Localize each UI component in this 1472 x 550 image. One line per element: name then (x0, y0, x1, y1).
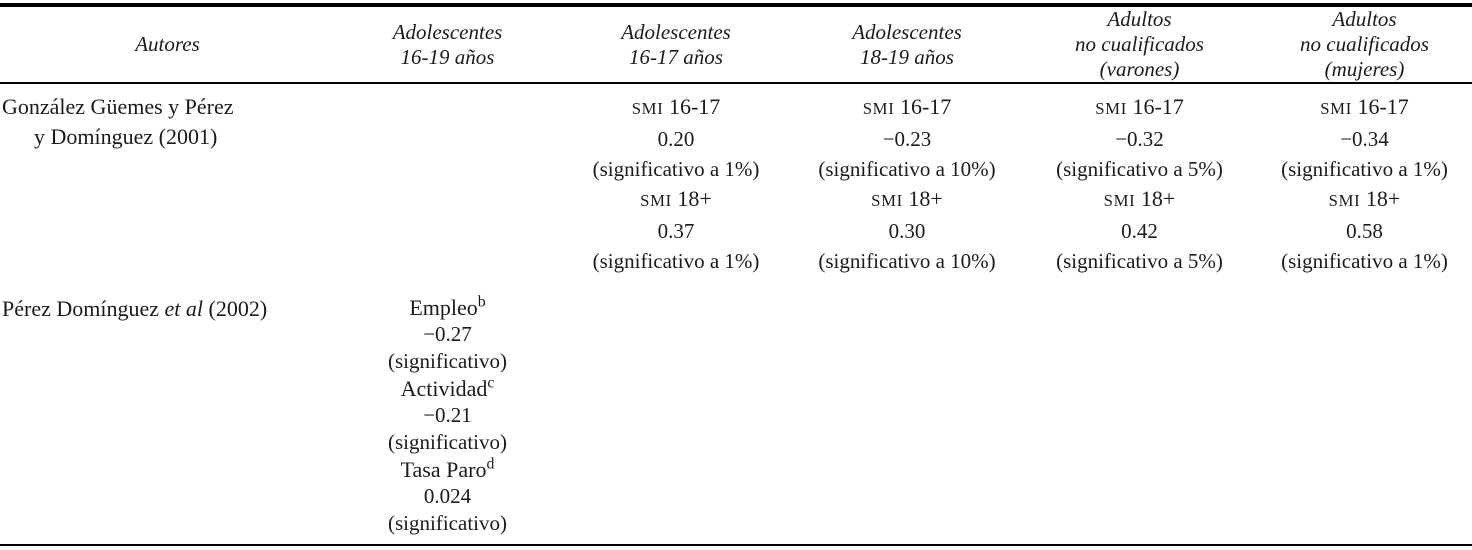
header-line: no cualificados (1300, 32, 1429, 56)
smi-abbrev: SMI (631, 99, 664, 118)
significance-note: (significativo a 5%) (1056, 249, 1223, 273)
coefficient-value: −0.23 (882, 127, 932, 151)
measure-label: SMI 16-17 (796, 92, 1018, 124)
smi-abbrev: SMI (1095, 99, 1127, 118)
header-line: (mujeres) (1324, 57, 1405, 81)
measure-range: 18+ (671, 186, 712, 211)
measure-range: 18+ (1360, 186, 1401, 211)
measure-range: 18+ (1135, 186, 1176, 211)
measure-label: SMI 16-17 (564, 92, 788, 124)
header-line: Adultos (1107, 7, 1172, 31)
measure-range: 16-17 (1351, 94, 1409, 119)
smi-abbrev: SMI (640, 191, 672, 210)
header-line: Adultos (1332, 7, 1397, 31)
header-line: 16-19 años (400, 44, 495, 69)
measure-range: 16-17 (894, 94, 952, 119)
author-name: Pérez Domínguez et al (2002) (2, 296, 268, 321)
author-cell: Pérez Domínguez et al (2002) (0, 286, 335, 545)
measure-label: SMI 18+ (1261, 184, 1468, 216)
table-row-perez-dominguez: Pérez Domínguez et al (2002) Empleob −0.… (0, 286, 1472, 545)
measure-label: SMI 18+ (564, 184, 788, 216)
significance-note: (significativo a 1%) (1281, 157, 1448, 181)
significance-note: (significativo) (388, 511, 507, 535)
measure-range: 16-17 (663, 94, 721, 119)
result-cell-adolescentes-18-19-empty (792, 286, 1022, 545)
column-header-adultos-varones: Adultos no cualificados (varones) (1022, 5, 1257, 84)
result-cell-adultos-mujeres-empty (1257, 286, 1472, 545)
coefficient-value: −0.21 (423, 403, 472, 427)
footnote-marker: d (486, 455, 495, 473)
measure-label: SMI 18+ (1026, 184, 1253, 216)
et-al: et al (164, 296, 204, 321)
smi-abbrev: SMI (1320, 99, 1352, 118)
column-header-adolescentes-18-19: Adolescentes 18-19 años (792, 5, 1022, 84)
column-header-adolescentes-16-19: Adolescentes 16-19 años (335, 5, 560, 84)
result-cell-adolescentes-16-17: SMI 16-17 0.20 (significativo a 1%) SMI … (560, 83, 792, 286)
header-line: (varones) (1099, 57, 1180, 81)
significance-note: (significativo a 10%) (818, 157, 996, 181)
header-line: Adolescentes (392, 19, 503, 44)
column-header-adultos-mujeres: Adultos no cualificados (mujeres) (1257, 5, 1472, 84)
coefficient-value: −0.32 (1115, 127, 1164, 151)
coefficient-value: −0.34 (1340, 127, 1389, 151)
measure-range: 18+ (902, 186, 943, 211)
result-cell-adolescentes-16-19: Empleob −0.27 (significativo) Actividadc… (335, 286, 560, 545)
result-cell-adultos-varones-empty (1022, 286, 1257, 545)
column-header-adolescentes-16-17: Adolescentes 16-17 años (560, 5, 792, 84)
results-table: Autores Adolescentes 16-19 años Adolesce… (0, 3, 1472, 546)
smi-abbrev: SMI (862, 99, 895, 118)
measure-label: Actividadc (400, 374, 495, 401)
result-cell-adolescentes-18-19: SMI 16-17 −0.23 (significativo a 10%) SM… (792, 83, 1022, 286)
result-cell-adolescentes-16-17-empty (560, 286, 792, 545)
header-line: Adolescentes (621, 19, 731, 44)
table-row-gonzalez-guemes: González Güemes y Pérez y Domínguez (200… (0, 83, 1472, 286)
measure-label: SMI 16-17 (1261, 92, 1468, 124)
header-line: no cualificados (1075, 32, 1204, 56)
measure-label: SMI 16-17 (1026, 92, 1253, 124)
significance-note: (significativo a 1%) (592, 157, 760, 181)
smi-abbrev: SMI (871, 191, 903, 210)
measure-label: Empleob (409, 293, 486, 320)
measure-label: Tasa Parod (400, 455, 495, 482)
coefficient-value: 0.30 (888, 219, 926, 243)
significance-note: (significativo a 5%) (1056, 157, 1223, 181)
header-line: Adolescentes (852, 19, 962, 44)
significance-note: (significativo) (388, 430, 507, 454)
coefficient-value: −0.27 (423, 322, 472, 346)
result-cell-adultos-mujeres: SMI 16-17 −0.34 (significativo a 1%) SMI… (1257, 83, 1472, 286)
footnote-marker: b (477, 293, 486, 311)
coefficient-value: 0.37 (657, 219, 695, 243)
header-line: Autores (135, 32, 200, 56)
coefficient-value: 0.024 (423, 484, 472, 508)
measure-range: 16-17 (1126, 94, 1184, 119)
header-line: 18-19 años (860, 44, 954, 69)
significance-note: (significativo) (388, 349, 507, 373)
author-name: González Güemes y Pérez (2, 94, 234, 119)
coefficient-value: 0.58 (1346, 219, 1383, 243)
author-cell: González Güemes y Pérez y Domínguez (200… (0, 83, 335, 286)
measure-label: SMI 18+ (796, 184, 1018, 216)
author-name-continued: y Domínguez (2001) (34, 124, 218, 149)
coefficient-value: 0.20 (657, 127, 695, 151)
significance-note: (significativo a 10%) (818, 249, 996, 273)
result-cell-adultos-varones: SMI 16-17 −0.32 (significativo a 5%) SMI… (1022, 83, 1257, 286)
result-cell-adolescentes-16-19-empty (335, 83, 560, 286)
smi-abbrev: SMI (1103, 191, 1136, 210)
smi-abbrev: SMI (1328, 191, 1361, 210)
significance-note: (significativo a 1%) (592, 249, 760, 273)
header-line: 16-17 años (629, 44, 723, 69)
footnote-marker: c (487, 374, 495, 392)
header-row: Autores Adolescentes 16-19 años Adolesce… (0, 5, 1472, 84)
coefficient-value: 0.42 (1121, 219, 1158, 243)
significance-note: (significativo a 1%) (1281, 249, 1448, 273)
column-header-autores: Autores (0, 5, 335, 84)
